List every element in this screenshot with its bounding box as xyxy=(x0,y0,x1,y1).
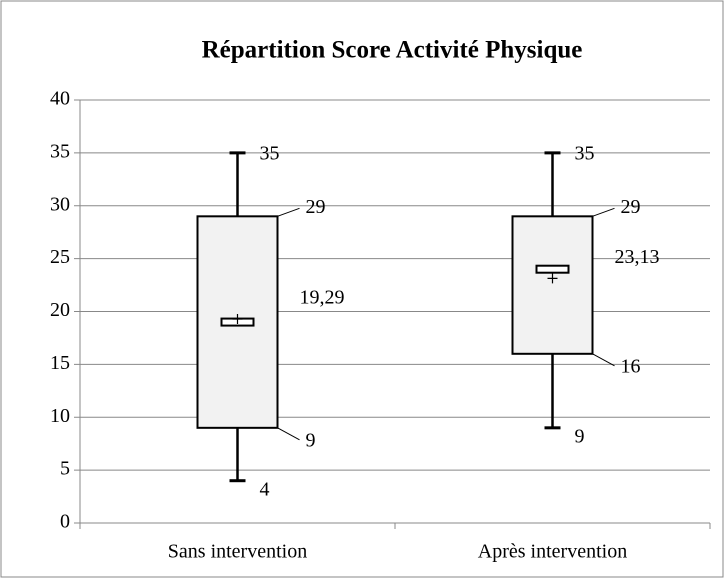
y-tick-label: 20 xyxy=(50,299,70,321)
y-tick-label: 35 xyxy=(50,140,70,162)
mean-marker xyxy=(547,273,558,284)
q3-label: 29 xyxy=(306,196,326,218)
q1-label: 16 xyxy=(621,355,641,377)
x-tick-label: Sans intervention xyxy=(168,541,307,563)
min-label: 4 xyxy=(260,478,270,500)
max-label: 35 xyxy=(575,142,595,164)
box xyxy=(511,215,594,355)
leader xyxy=(592,207,615,217)
q3-label: 29 xyxy=(621,196,641,218)
x-tick-label: Après intervention xyxy=(478,541,627,563)
mean-label: 23,13 xyxy=(615,246,660,268)
leader xyxy=(592,353,615,367)
q1-label: 9 xyxy=(306,429,316,451)
y-tick-label: 25 xyxy=(50,246,70,268)
y-tick-label: 10 xyxy=(50,405,70,427)
leader xyxy=(277,207,300,217)
y-tick-label: 30 xyxy=(50,193,70,215)
chart-title: Répartition Score Activité Physique xyxy=(202,37,583,64)
median xyxy=(535,264,570,274)
mean-label: 19,29 xyxy=(300,287,345,309)
leader xyxy=(277,427,300,441)
y-tick-label: 5 xyxy=(60,458,70,480)
mean-marker xyxy=(232,314,243,325)
max-label: 35 xyxy=(260,142,280,164)
y-tick-label: 40 xyxy=(50,88,70,110)
y-tick-label: 0 xyxy=(60,511,70,533)
min-label: 9 xyxy=(575,425,585,447)
y-tick-label: 15 xyxy=(50,352,70,374)
